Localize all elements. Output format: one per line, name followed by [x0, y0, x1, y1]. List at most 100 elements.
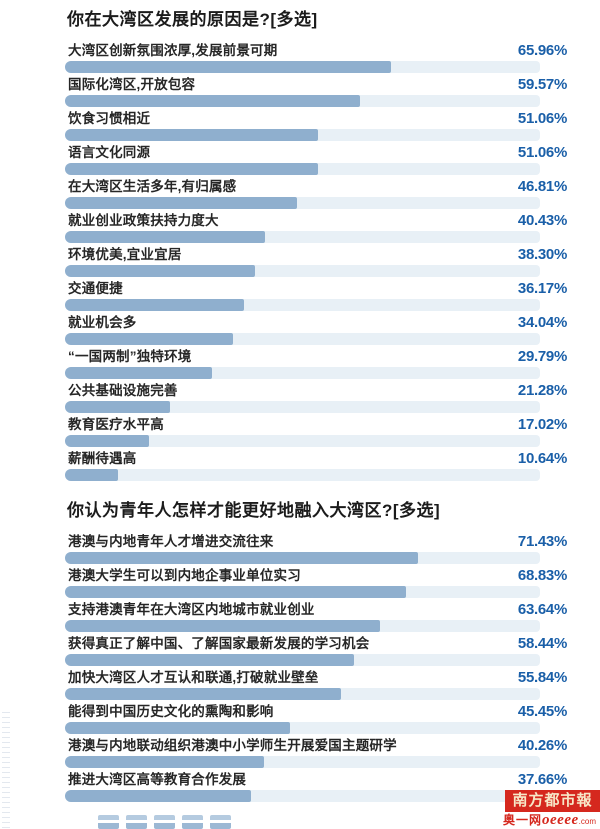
bar-track — [65, 688, 540, 700]
bar — [65, 197, 297, 209]
bar — [65, 367, 213, 379]
bar-track — [65, 129, 540, 141]
bar — [65, 333, 234, 345]
row-head: 港澳与内地联动组织港澳中小学师生开展爱国主题研学 40.26% — [65, 738, 567, 754]
option-label: 环境优美,宜业宜居 — [68, 247, 182, 262]
percentage-value: 29.79% — [517, 348, 567, 365]
bar-track — [65, 552, 540, 564]
bar — [65, 586, 406, 598]
row-head: 饮食习惯相近 51.06% — [65, 111, 567, 127]
clipped-blue-text-fragment — [182, 815, 203, 829]
bar-track — [65, 95, 540, 107]
percentage-value: 58.44% — [517, 635, 567, 652]
option-label: 推进大湾区高等教育合作发展 — [68, 772, 247, 787]
bar — [65, 469, 118, 481]
percentage-value: 21.28% — [517, 382, 567, 399]
row-head: 能得到中国历史文化的熏陶和影响 45.45% — [65, 704, 567, 720]
bar-track — [65, 401, 540, 413]
survey-row: 大湾区创新氛围浓厚,发展前景可期 65.96% — [65, 43, 567, 73]
option-label: 公共基础设施完善 — [68, 383, 178, 398]
percentage-value: 71.43% — [517, 533, 567, 550]
survey-row: 推进大湾区高等教育合作发展 37.66% — [65, 772, 567, 802]
option-label: 国际化湾区,开放包容 — [68, 77, 196, 92]
row-head: 就业创业政策扶持力度大 40.43% — [65, 213, 567, 229]
bar — [65, 401, 171, 413]
survey-row: 薪酬待遇高 10.64% — [65, 451, 567, 481]
survey-row: 港澳与内地联动组织港澳中小学师生开展爱国主题研学 40.26% — [65, 738, 567, 768]
survey-row: 在大湾区生活多年,有归属感 46.81% — [65, 179, 567, 209]
row-head: 薪酬待遇高 10.64% — [65, 451, 567, 467]
bar — [65, 95, 360, 107]
option-label: 港澳与内地青年人才增进交流往来 — [68, 534, 274, 549]
bar — [65, 654, 355, 666]
bar-track — [65, 620, 540, 632]
row-head: 环境优美,宜业宜居 38.30% — [65, 247, 567, 263]
percentage-value: 63.64% — [517, 601, 567, 618]
option-label: 就业机会多 — [68, 315, 137, 330]
bar — [65, 129, 318, 141]
row-head: 港澳大学生可以到内地企事业单位实习 68.83% — [65, 568, 567, 584]
bar-track — [65, 61, 540, 73]
site-brand-cn: 奥一网 — [503, 813, 543, 827]
clipped-blue-text-fragment — [210, 815, 231, 829]
option-label: 语言文化同源 — [68, 145, 151, 160]
bar — [65, 61, 392, 73]
page-edge-print-artifact — [2, 712, 10, 829]
site-brand-line: 奥一网oeeee.com — [503, 813, 596, 829]
row-head: 在大湾区生活多年,有归属感 46.81% — [65, 179, 567, 195]
bar — [65, 756, 265, 768]
percentage-value: 51.06% — [517, 110, 567, 127]
newspaper-logo: 南方都市報 — [505, 790, 600, 812]
option-label: 饮食习惯相近 — [68, 111, 151, 126]
option-label: 薪酬待遇高 — [68, 451, 137, 466]
percentage-value: 40.26% — [517, 737, 567, 754]
bar-track — [65, 586, 540, 598]
percentage-value: 55.84% — [517, 669, 567, 686]
bar — [65, 688, 342, 700]
bar — [65, 231, 266, 243]
row-head: 加快大湾区人才互认和联通,打破就业壁垒 55.84% — [65, 670, 567, 686]
clipped-next-section-text — [98, 815, 231, 829]
percentage-value: 46.81% — [517, 178, 567, 195]
survey-row: 交通便捷 36.17% — [65, 281, 567, 311]
percentage-value: 34.04% — [517, 314, 567, 331]
option-label: 支持港澳青年在大湾区内地城市就业创业 — [68, 602, 315, 617]
survey-row: 能得到中国历史文化的熏陶和影响 45.45% — [65, 704, 567, 734]
survey-row: 语言文化同源 51.06% — [65, 145, 567, 175]
bar — [65, 552, 419, 564]
bar-track — [65, 197, 540, 209]
option-label: 获得真正了解中国、了解国家最新发展的学习机会 — [68, 636, 370, 651]
survey-row: 港澳与内地青年人才增进交流往来 71.43% — [65, 534, 567, 564]
percentage-value: 37.66% — [517, 771, 567, 788]
chart-title: 你在大湾区发展的原因是?[多选] — [67, 10, 318, 29]
bar — [65, 620, 380, 632]
percentage-value: 68.83% — [517, 567, 567, 584]
row-head: 语言文化同源 51.06% — [65, 145, 567, 161]
survey-row: 就业机会多 34.04% — [65, 315, 567, 345]
clipped-blue-text-fragment — [154, 815, 175, 829]
survey-row: 港澳大学生可以到内地企事业单位实习 68.83% — [65, 568, 567, 598]
bar-track — [65, 163, 540, 175]
percentage-value: 59.57% — [517, 76, 567, 93]
bar-track — [65, 265, 540, 277]
row-head: 大湾区创新氛围浓厚,发展前景可期 65.96% — [65, 43, 567, 59]
percentage-value: 40.43% — [517, 212, 567, 229]
chart-section: 你在大湾区发展的原因是?[多选] 大湾区创新氛围浓厚,发展前景可期 65.96%… — [65, 10, 567, 481]
percentage-value: 65.96% — [517, 42, 567, 59]
row-head: “一国两制”独特环境 29.79% — [65, 349, 567, 365]
chart-section: 你认为青年人怎样才能更好地融入大湾区?[多选] 港澳与内地青年人才增进交流往来 … — [65, 501, 567, 802]
bar-track — [65, 333, 540, 345]
bar-track — [65, 231, 540, 243]
percentage-value: 17.02% — [517, 416, 567, 433]
bar — [65, 299, 244, 311]
option-label: 教育医疗水平高 — [68, 417, 164, 432]
row-head: 教育医疗水平高 17.02% — [65, 417, 567, 433]
row-head: 公共基础设施完善 21.28% — [65, 383, 567, 399]
bar — [65, 435, 150, 447]
row-head: 推进大湾区高等教育合作发展 37.66% — [65, 772, 567, 788]
percentage-value: 45.45% — [517, 703, 567, 720]
bar-track — [65, 469, 540, 481]
bar-track — [65, 654, 540, 666]
bar — [65, 265, 255, 277]
bar-track — [65, 299, 540, 311]
